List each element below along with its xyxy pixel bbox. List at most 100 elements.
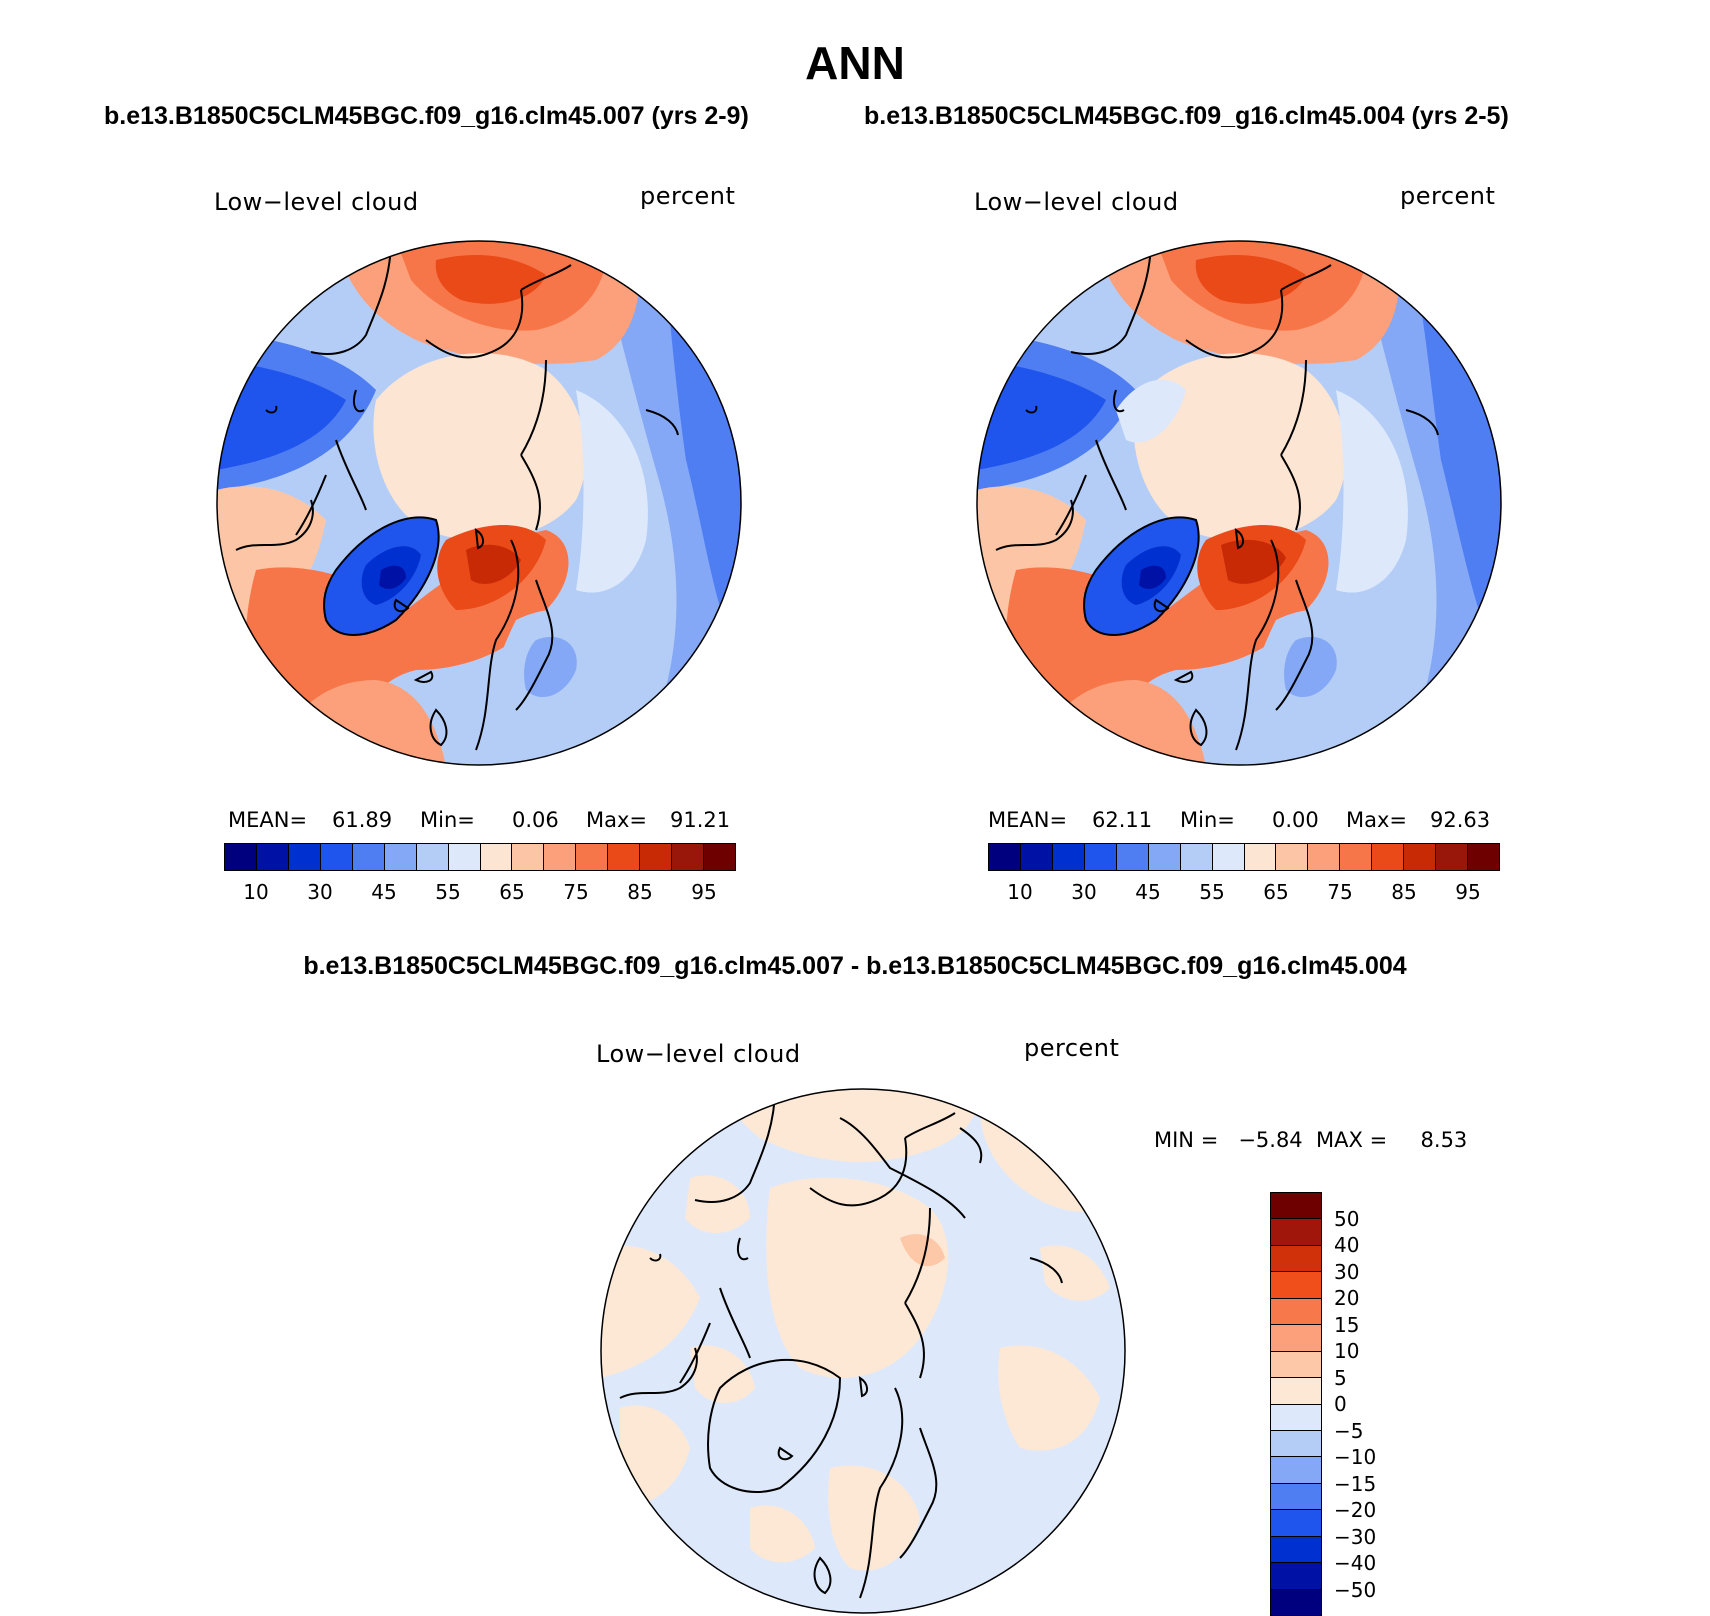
- colorbar-swatch: [1271, 1430, 1321, 1458]
- colorbar-tick-label: −50: [1334, 1577, 1377, 1602]
- colorbar-tick-label: 30: [1334, 1259, 1360, 1284]
- colorbar-tick-label: 75: [563, 880, 589, 904]
- colorbar-swatch: [416, 844, 449, 870]
- colorbar-swatch: [1271, 1483, 1321, 1511]
- colorbar-swatch: [1271, 1272, 1321, 1299]
- colorbar-swatch: [1116, 844, 1149, 870]
- colorbar-tick-label: −40: [1334, 1551, 1377, 1575]
- colorbar-tick-label: 85: [627, 880, 653, 904]
- colorbar-tick-label: 0: [1334, 1392, 1347, 1416]
- panel1-units-label: percent: [640, 182, 736, 210]
- colorbar-swatch: [1271, 1245, 1321, 1273]
- colorbar-tick-label: −10: [1334, 1445, 1377, 1469]
- panel2-mean-label: MEAN=: [988, 808, 1068, 832]
- colorbar-swatch: [480, 844, 513, 870]
- panel1-colorbar-ticks: 10 30 45 55 65 75 85 95: [224, 880, 736, 904]
- colorbar-tick-label: −15: [1334, 1471, 1377, 1496]
- colorbar-tick-label: −30: [1334, 1524, 1377, 1549]
- colorbar-swatch: [1436, 844, 1469, 870]
- colorbar-swatch: [544, 844, 577, 870]
- colorbar-swatch: [1271, 1325, 1321, 1352]
- colorbar-swatch: [1084, 844, 1117, 870]
- colorbar-tick-label: 95: [691, 880, 717, 904]
- colorbar-swatch: [1271, 1193, 1321, 1220]
- colorbar-swatch: [448, 844, 481, 870]
- panel2-max-label: Max=: [1346, 808, 1408, 832]
- panel1-max-label: Max=: [586, 808, 648, 832]
- panel2-colorbar: [988, 843, 1500, 871]
- colorbar-swatch: [1180, 844, 1213, 870]
- case-left-title: b.e13.B1850C5CLM45BGC.f09_g16.clm45.007 …: [104, 102, 749, 130]
- colorbar-swatch: [225, 844, 257, 870]
- panel2-min-value: 0.00: [1272, 808, 1319, 832]
- panel3-minmax: MIN = −5.84 MAX = 8.53: [1154, 1128, 1468, 1152]
- colorbar-tick-label: 95: [1455, 880, 1481, 904]
- diff-colorbar-ticks: 50 40 30 20 15 10 5 0 −5 −10 −15 −20 −30 −40 −50: [1334, 1192, 1394, 1616]
- panel1-min-label: Min=: [420, 808, 475, 832]
- colorbar-swatch: [320, 844, 353, 870]
- panel1-mean-label: MEAN=: [228, 808, 308, 832]
- colorbar-swatch: [512, 844, 545, 870]
- colorbar-tick-label: −20: [1334, 1498, 1377, 1522]
- colorbar-tick-label: 10: [1007, 880, 1033, 904]
- colorbar-swatch: [1468, 844, 1499, 870]
- colorbar-swatch: [1271, 1457, 1321, 1484]
- panel1-polar-map: [216, 240, 742, 766]
- colorbar-tick-label: −5: [1334, 1418, 1364, 1443]
- colorbar-swatch: [1148, 844, 1181, 870]
- colorbar-swatch: [1271, 1404, 1321, 1431]
- panel2-min-label: Min=: [1180, 808, 1235, 832]
- colorbar-tick-label: 55: [1199, 880, 1225, 904]
- panel2-polar-map: [976, 240, 1502, 766]
- colorbar-swatch: [1271, 1298, 1321, 1326]
- colorbar-swatch: [1340, 844, 1373, 870]
- colorbar-tick-label: 75: [1327, 880, 1353, 904]
- panel3-units-label: percent: [1024, 1034, 1120, 1062]
- colorbar-swatch: [1372, 844, 1405, 870]
- colorbar-swatch: [1271, 1536, 1321, 1564]
- panel1-max-value: 91.21: [670, 808, 731, 832]
- colorbar-swatch: [1271, 1563, 1321, 1590]
- colorbar-tick-label: 15: [1334, 1312, 1360, 1337]
- colorbar-tick-label: 30: [1071, 880, 1097, 904]
- colorbar-tick-label: 45: [1135, 880, 1161, 904]
- colorbar-swatch: [1271, 1589, 1321, 1615]
- panel2-mean-value: 62.11: [1092, 808, 1153, 832]
- colorbar-swatch: [1271, 1378, 1321, 1405]
- colorbar-tick-label: 85: [1391, 880, 1417, 904]
- colorbar-swatch: [352, 844, 385, 870]
- panel1-colorbar: [224, 843, 736, 871]
- colorbar-swatch: [1271, 1351, 1321, 1379]
- colorbar-swatch: [608, 844, 641, 870]
- diff-title: b.e13.B1850C5CLM45BGC.f09_g16.clm45.007 …: [303, 952, 1407, 980]
- colorbar-swatch: [256, 844, 289, 870]
- case-right-title: b.e13.B1850C5CLM45BGC.f09_g16.clm45.004 …: [864, 102, 1509, 130]
- colorbar-swatch: [1271, 1219, 1321, 1246]
- colorbar-tick-label: 10: [1334, 1339, 1360, 1363]
- colorbar-tick-label: 55: [435, 880, 461, 904]
- diff-polar-map: [600, 1088, 1126, 1614]
- colorbar-tick-label: 65: [1263, 880, 1289, 904]
- panel1-variable-label: Low−level cloud: [214, 188, 419, 216]
- colorbar-swatch: [1308, 844, 1341, 870]
- colorbar-swatch: [576, 844, 609, 870]
- colorbar-swatch: [1271, 1510, 1321, 1537]
- panel3-variable-label: Low−level cloud: [596, 1040, 801, 1068]
- colorbar-tick-label: 30: [307, 880, 333, 904]
- diff-colorbar: [1270, 1192, 1322, 1616]
- colorbar-swatch: [1404, 844, 1437, 870]
- colorbar-swatch: [1052, 844, 1085, 870]
- colorbar-tick-label: 40: [1334, 1233, 1360, 1257]
- colorbar-tick-label: 10: [243, 880, 269, 904]
- colorbar-tick-label: 45: [371, 880, 397, 904]
- panel2-variable-label: Low−level cloud: [974, 188, 1179, 216]
- colorbar-swatch: [288, 844, 321, 870]
- panel1-mean-value: 61.89: [332, 808, 393, 832]
- colorbar-swatch: [1212, 844, 1245, 870]
- panel2-colorbar-ticks: 10 30 45 55 65 75 85 95: [988, 880, 1500, 904]
- colorbar-swatch: [1276, 844, 1309, 870]
- colorbar-swatch: [672, 844, 705, 870]
- colorbar-swatch: [640, 844, 673, 870]
- colorbar-tick-label: 65: [499, 880, 525, 904]
- colorbar-tick-label: 50: [1334, 1206, 1360, 1231]
